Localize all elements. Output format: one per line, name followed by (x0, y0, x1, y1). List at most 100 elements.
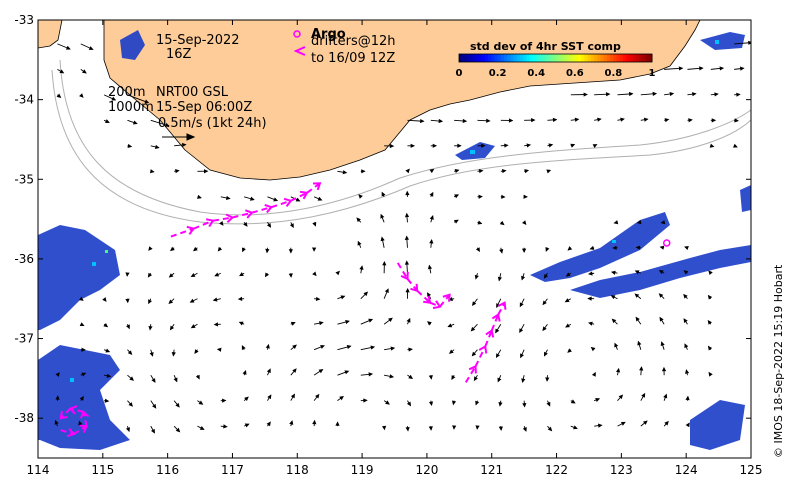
current-vector-head (685, 369, 690, 374)
x-tick-label: 116 (156, 463, 179, 477)
drifter-chevron (68, 405, 78, 415)
current-vector-head (361, 169, 366, 174)
current-vector-head (427, 321, 432, 326)
current-vector-head (408, 347, 413, 352)
drifter-segment (212, 216, 233, 222)
drifter-legend-line2: to 16/09 12Z (311, 51, 395, 66)
colorbar-segment (578, 54, 582, 62)
colorbar-segment (500, 54, 505, 62)
current-vector-head (708, 371, 713, 377)
drifter-segment (474, 346, 487, 367)
current-vector-head (405, 190, 410, 196)
current-vector-head (711, 118, 717, 123)
colorbar-segment (468, 54, 473, 62)
y-tick-label: -37 (14, 332, 34, 346)
colorbar-segment (507, 54, 511, 62)
current-vector-head (105, 119, 110, 124)
current-vector-head (496, 303, 501, 308)
colorbar-tick-label: 0.6 (566, 68, 584, 79)
colorbar-segment (504, 54, 508, 62)
current-vector-head (683, 270, 689, 275)
drifter-chevron (478, 344, 488, 354)
current-vector-head (429, 239, 434, 244)
colorbar-segment (536, 54, 540, 62)
current-vector-head (405, 287, 410, 293)
current-vector-head (486, 118, 491, 123)
current-vector-head (82, 69, 87, 74)
current-vector-head (389, 143, 395, 149)
x-tick-label: 117 (221, 463, 244, 477)
current-vector-head (499, 220, 505, 226)
colorbar-segment (539, 54, 544, 62)
current-vector-head (54, 419, 59, 425)
current-vector-head (81, 372, 87, 377)
current-vector-head (659, 316, 664, 322)
current-vector-head (612, 245, 617, 250)
drifter-segment (490, 314, 500, 331)
current-vector-head (169, 325, 175, 331)
current-vector-head (81, 347, 86, 352)
colorbar-segment (494, 54, 499, 62)
current-vector-head (317, 196, 323, 201)
drifter-segment (290, 191, 308, 202)
colorbar-segment (645, 54, 650, 62)
argo-legend-icon (293, 30, 301, 38)
colorbar-segment (513, 54, 518, 62)
colorbar-segment (558, 54, 563, 62)
colorbar-segment (510, 54, 515, 62)
current-vector-head (614, 342, 619, 348)
current-vector-head (542, 326, 547, 332)
current-vector-head (739, 66, 745, 71)
x-tick-label: 121 (480, 463, 503, 477)
current-vector-head (406, 317, 411, 323)
current-vector-head (691, 92, 697, 97)
current-vector-head (588, 321, 593, 326)
current-vector-head (405, 168, 410, 174)
current-vector-head (290, 321, 296, 326)
y-tick-label: -35 (14, 172, 34, 186)
current-vector-head (148, 246, 153, 251)
current-vector-head (111, 96, 117, 101)
current-vector-head (150, 428, 155, 434)
current-vector-head (475, 425, 480, 430)
drifter-segment (406, 278, 418, 292)
current-vector-head (410, 143, 415, 148)
current-vector-head (542, 300, 547, 306)
current-vector-head (408, 374, 414, 380)
current-vector-head (273, 197, 279, 202)
depth-200m-label: 200m (108, 85, 145, 100)
current-vector-head (380, 236, 385, 242)
depth-contour-1000m (51, 69, 751, 225)
current-vector-head (634, 270, 640, 275)
current-vector-head (342, 170, 348, 175)
x-tick-label: 114 (27, 463, 50, 477)
current-vector-head (522, 427, 527, 432)
current-vector-head (170, 246, 175, 252)
current-vector-head (605, 92, 611, 97)
current-vector-head (573, 425, 578, 430)
current-vector-head (266, 421, 271, 427)
current-vector-head (182, 142, 187, 148)
colorbar-segment (462, 54, 466, 62)
colorbar-segment (465, 54, 470, 62)
drifter-chevron (299, 190, 309, 200)
depth-1000m-label: 1000m (108, 100, 154, 115)
colorbar-tick-label: 0.4 (527, 68, 545, 79)
land-mass-west (38, 20, 63, 49)
current-vector-head (526, 143, 532, 148)
current-vector-head (451, 375, 456, 381)
current-vector-head (683, 318, 688, 323)
current-vector-head (189, 298, 195, 303)
drifter-chevron (423, 295, 432, 304)
current-vector-head (168, 273, 174, 278)
drifter-segment (464, 365, 477, 383)
current-vector-head (312, 419, 317, 425)
colorbar-segment (616, 54, 621, 62)
current-vector-head (429, 168, 435, 174)
colorbar-segment (610, 54, 614, 62)
colorbar-segment (459, 54, 463, 62)
drifter-chevron (283, 197, 293, 207)
x-tick-label: 120 (415, 463, 438, 477)
current-vector-head (370, 345, 376, 350)
